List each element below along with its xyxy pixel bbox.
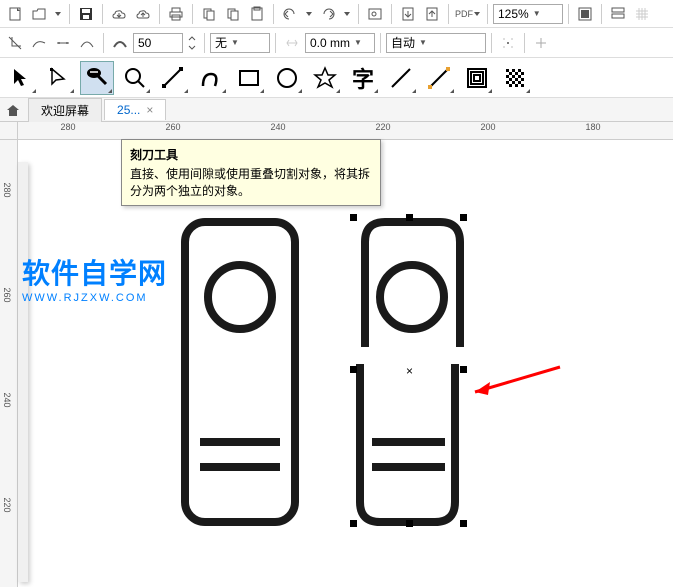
text-tool[interactable]: 字: [346, 61, 380, 95]
fill-tool[interactable]: [498, 61, 532, 95]
find-icon[interactable]: [364, 3, 386, 25]
tooltip-body: 直接、使用间隙或使用重叠切割对象，将其拆分为两个独立的对象。: [130, 165, 372, 199]
fullscreen-icon[interactable]: [574, 3, 596, 25]
dimension-tool[interactable]: [384, 61, 418, 95]
ruler-vertical: 280 260 240 220: [0, 140, 18, 587]
home-icon[interactable]: [4, 101, 22, 119]
save-icon[interactable]: [75, 3, 97, 25]
selection-handle[interactable]: [350, 520, 357, 527]
grid-icon[interactable]: [631, 3, 653, 25]
line-style-combo[interactable]: 无▼: [210, 33, 270, 53]
zoom-value: 125%: [498, 7, 529, 21]
toolbox: 字: [0, 58, 673, 98]
tab-welcome[interactable]: 欢迎屏幕: [28, 98, 102, 122]
selection-handle[interactable]: [350, 214, 357, 221]
export-icon[interactable]: [421, 3, 443, 25]
smoothing-icon[interactable]: [109, 32, 131, 54]
ruler-horizontal: 280 260 240 220 200 180 160: [18, 122, 673, 140]
knife-mode2-icon[interactable]: [52, 32, 74, 54]
rectangle-tool[interactable]: [232, 61, 266, 95]
ellipse-tool[interactable]: [270, 61, 304, 95]
rulers-icon[interactable]: [607, 3, 629, 25]
selection-handle[interactable]: [460, 520, 467, 527]
effects-tool[interactable]: [460, 61, 494, 95]
copy-icon[interactable]: [198, 3, 220, 25]
redo-icon[interactable]: [317, 3, 339, 25]
selection-center: ×: [406, 364, 413, 378]
artistic-tool[interactable]: [194, 61, 228, 95]
open-dropdown-icon[interactable]: [52, 3, 64, 25]
print-icon[interactable]: [165, 3, 187, 25]
smoothing-input[interactable]: 50: [133, 33, 183, 53]
selection-handle[interactable]: [406, 214, 413, 221]
canvas-area: 280 260 240 220 200 180 160 280 260 240 …: [0, 122, 673, 587]
knife-mode1-icon[interactable]: [28, 32, 50, 54]
selection-handle[interactable]: [460, 214, 467, 221]
tab-document[interactable]: 25...×: [104, 99, 166, 120]
tooltip: 刻刀工具 直接、使用间隙或使用重叠切割对象，将其拆分为两个独立的对象。: [121, 139, 381, 206]
pdf-icon[interactable]: PDF: [454, 3, 482, 25]
watermark: 软件自学网 WWW.RJZXW.COM: [22, 252, 167, 304]
spin-controls[interactable]: [185, 32, 199, 54]
crop-mode-icon[interactable]: [4, 32, 26, 54]
redo-dropdown-icon[interactable]: [341, 3, 353, 25]
import-icon[interactable]: [397, 3, 419, 25]
annotation-arrow: [475, 367, 560, 395]
cloud-down-icon[interactable]: [108, 3, 130, 25]
pick-tool[interactable]: [4, 61, 38, 95]
add-icon[interactable]: [530, 32, 552, 54]
shape-tool[interactable]: [42, 61, 76, 95]
connector-tool[interactable]: [422, 61, 456, 95]
selection-handle[interactable]: [350, 366, 357, 373]
zoom-tool[interactable]: [118, 61, 152, 95]
main-toolbar: PDF 125%▼: [0, 0, 673, 28]
tab-bar: 欢迎屏幕 25...×: [0, 98, 673, 122]
ruler-origin[interactable]: [0, 122, 18, 140]
snap-icon[interactable]: [497, 32, 519, 54]
property-bar: 50 无▼ 0.0 mm▼ 自动▼: [0, 28, 673, 58]
new-icon[interactable]: [4, 3, 26, 25]
clipboard-icon[interactable]: [246, 3, 268, 25]
selection-handle[interactable]: [460, 366, 467, 373]
tooltip-title: 刻刀工具: [130, 146, 372, 163]
paste-icon[interactable]: [222, 3, 244, 25]
knife-mode3-icon[interactable]: [76, 32, 98, 54]
wrap-combo[interactable]: 自动▼: [386, 33, 486, 53]
close-icon[interactable]: ×: [146, 103, 153, 117]
page-edge: [18, 162, 28, 582]
polygon-tool[interactable]: [308, 61, 342, 95]
zoom-combo[interactable]: 125%▼: [493, 4, 563, 24]
freehand-tool[interactable]: [156, 61, 190, 95]
selection-handle[interactable]: [406, 520, 413, 527]
crop-tool[interactable]: [80, 61, 114, 95]
undo-icon[interactable]: [279, 3, 301, 25]
undo-dropdown-icon[interactable]: [303, 3, 315, 25]
cloud-up-icon[interactable]: [132, 3, 154, 25]
outline-width-combo[interactable]: 0.0 mm▼: [305, 33, 375, 53]
width-icon[interactable]: [281, 32, 303, 54]
open-icon[interactable]: [28, 3, 50, 25]
